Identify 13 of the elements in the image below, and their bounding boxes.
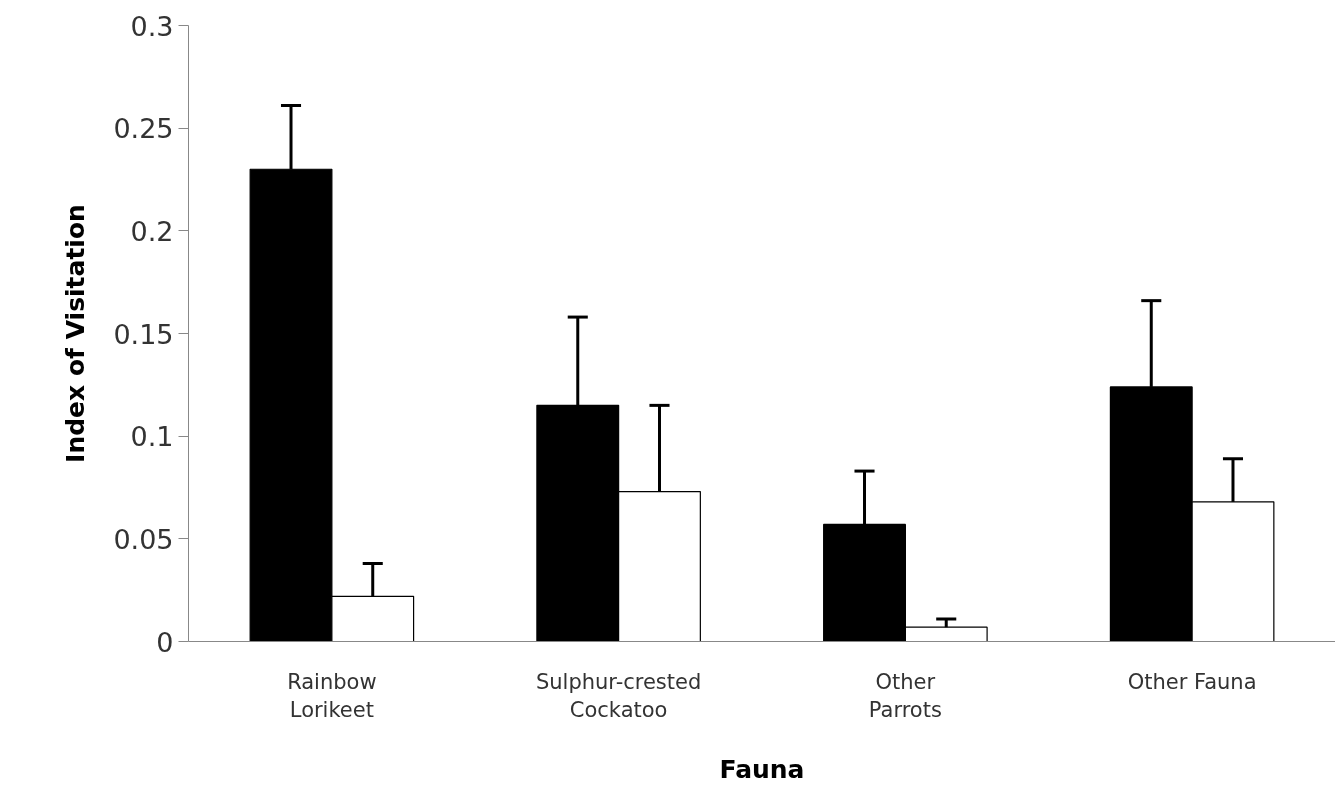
x-axis-title: Fauna bbox=[719, 755, 805, 785]
x-tick-label: Other Fauna bbox=[1127, 669, 1257, 694]
x-tick-label: Other Parrots bbox=[868, 669, 942, 723]
y-tick-label: 0.2 bbox=[130, 215, 174, 247]
y-tick-label: 0.3 bbox=[130, 10, 174, 42]
y-tick-label: 0.15 bbox=[113, 318, 174, 350]
y-axis-title: Index of Visitation bbox=[61, 204, 91, 463]
x-tick-label: Rainbow Lorikeet bbox=[287, 669, 377, 723]
y-tick-label: 0 bbox=[156, 626, 174, 658]
y-tick-label: 0.1 bbox=[130, 421, 174, 453]
x-tick-label: Sulphur-crested Cockatoo bbox=[535, 669, 702, 723]
y-tick-label: 0.05 bbox=[113, 523, 174, 555]
y-tick-label: 0.25 bbox=[113, 113, 174, 145]
